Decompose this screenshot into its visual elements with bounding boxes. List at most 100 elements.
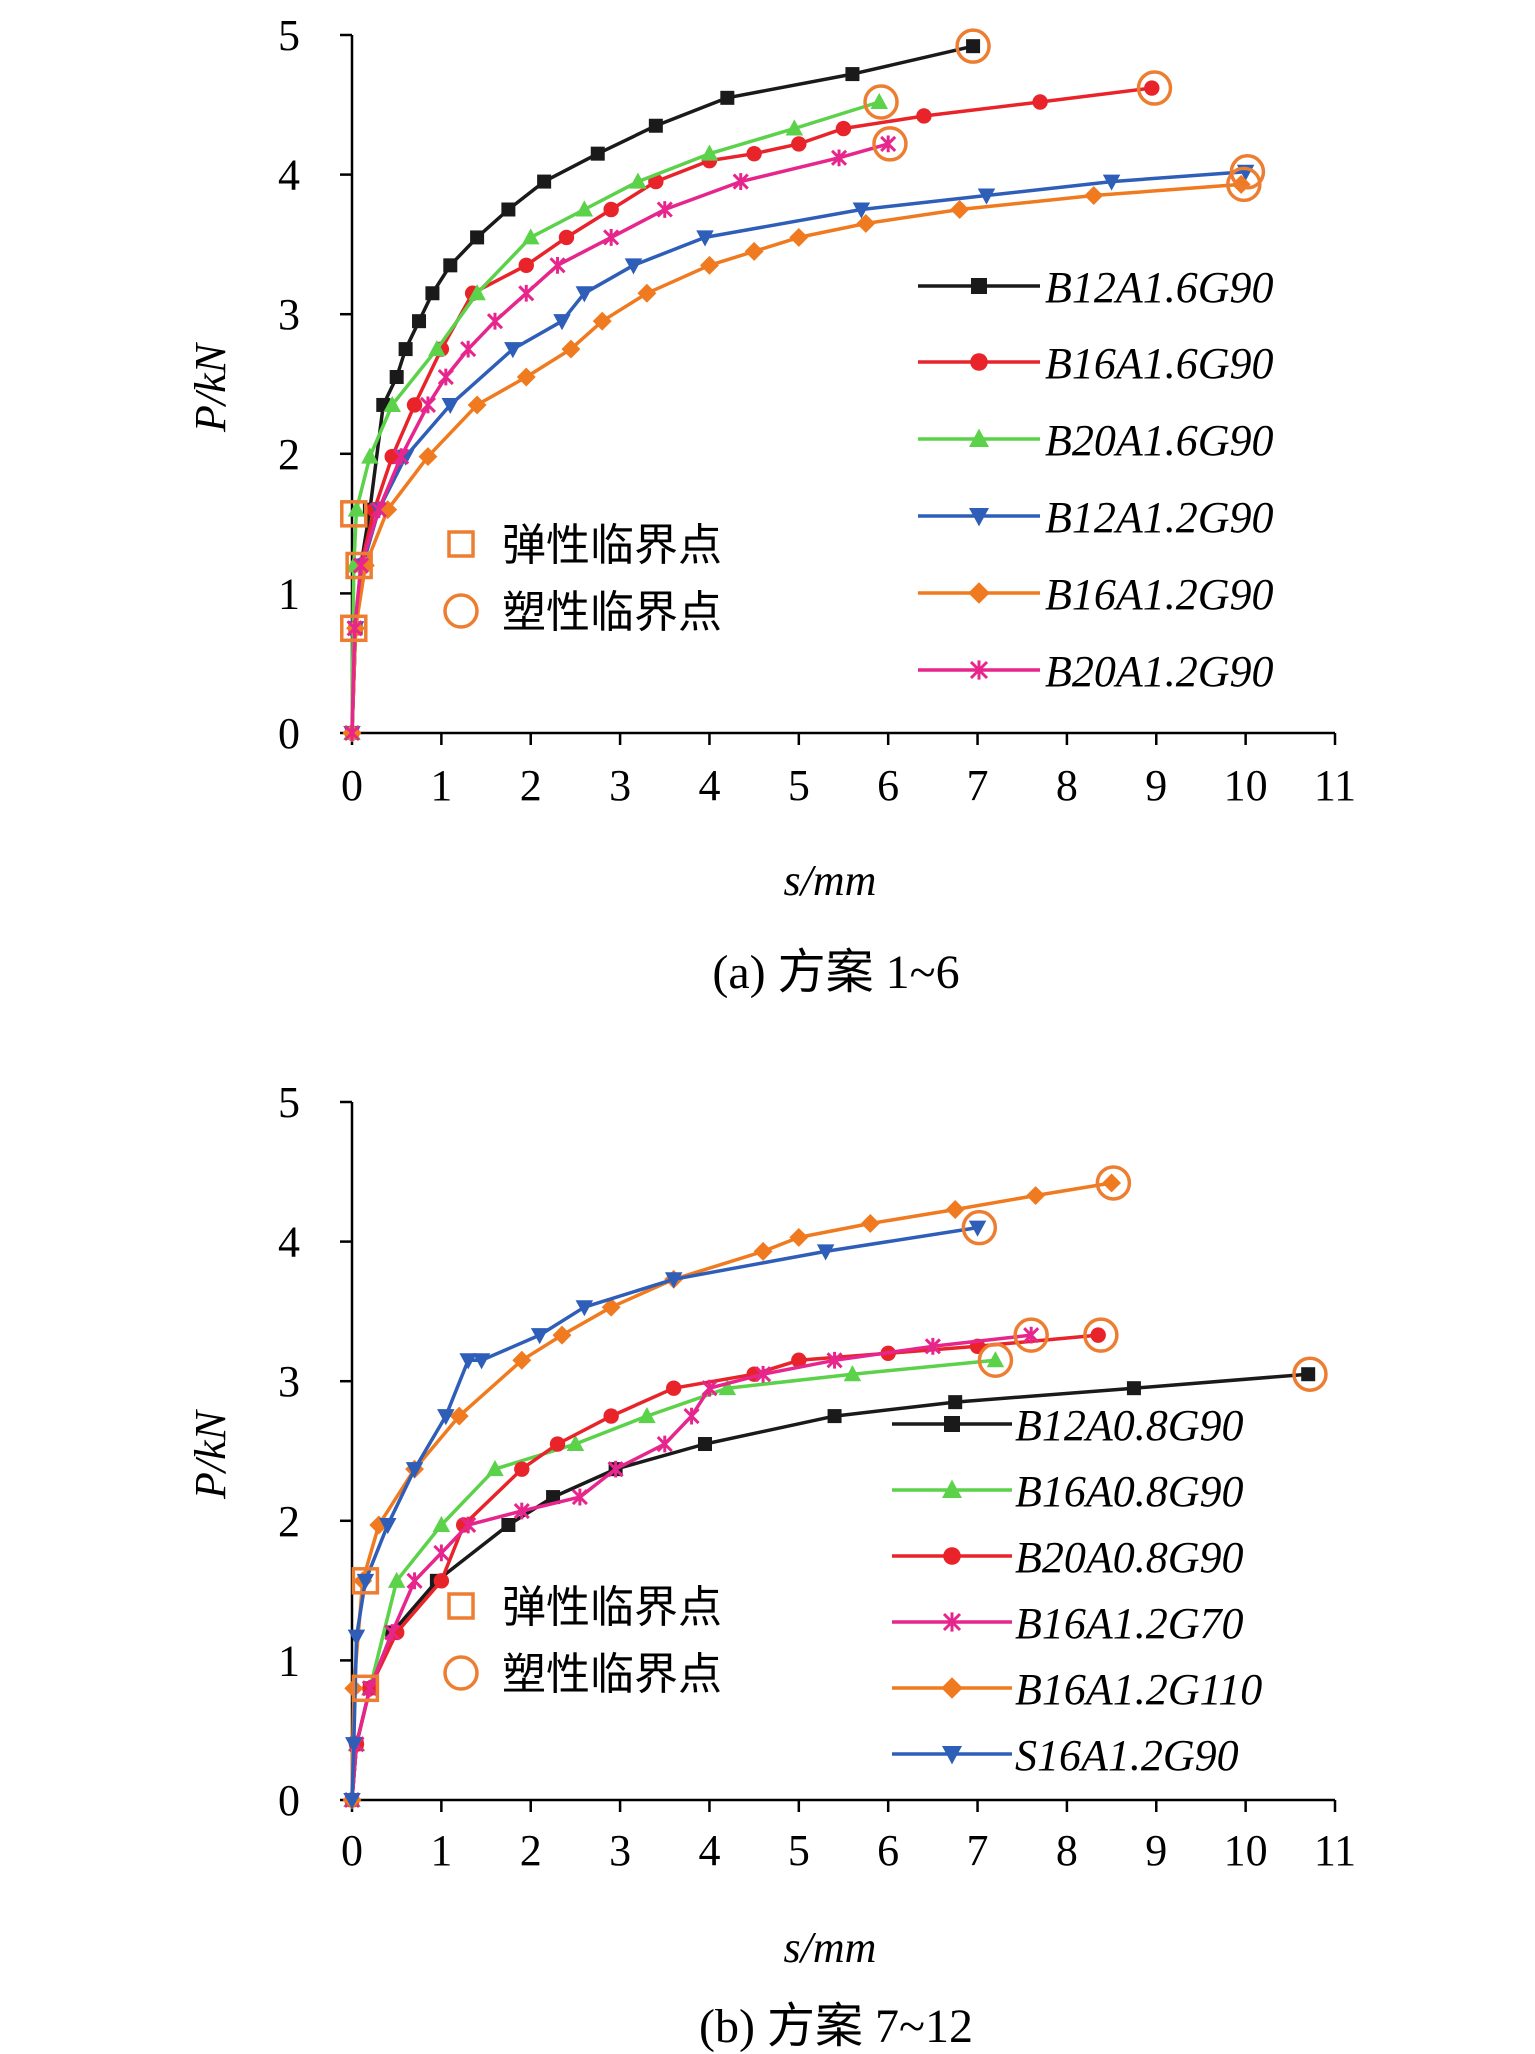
- triangle-up-marker: [638, 1407, 656, 1424]
- diamond-marker: [744, 241, 764, 261]
- x-tick-label: 4: [698, 1826, 720, 1875]
- x-tick-label: 2: [520, 1826, 542, 1875]
- diamond-marker: [950, 200, 970, 219]
- plastic-critical-point: [1083, 1317, 1119, 1353]
- triangle-up-marker: [361, 447, 379, 464]
- square-marker: [845, 67, 860, 82]
- triangle-up-marker: [383, 395, 401, 412]
- series-line: [350, 44, 974, 734]
- circle-marker: [970, 353, 988, 371]
- diamond-marker: [467, 395, 487, 415]
- legend-label: B16A1.2G70: [1015, 1599, 1244, 1648]
- square-marker: [966, 39, 981, 54]
- y-tick-label: 3: [278, 290, 300, 339]
- diamond-marker: [1026, 1186, 1046, 1205]
- elastic-critical-point: [351, 1567, 380, 1595]
- circle-marker: [943, 1547, 961, 1565]
- square-marker: [697, 1437, 712, 1452]
- square-marker: [412, 314, 427, 329]
- triangle-down-marker: [459, 1353, 477, 1370]
- x-tick-label: 8: [1056, 1826, 1078, 1875]
- triangle-up-marker: [387, 1571, 406, 1588]
- circle-marker: [518, 257, 534, 274]
- legend-label: B20A1.6G90: [1045, 416, 1274, 465]
- x-tick-label: 6: [877, 761, 899, 810]
- y-tick-label: 4: [278, 151, 300, 200]
- diamond-marker: [369, 1515, 389, 1535]
- asterisk-marker: [352, 557, 369, 574]
- chart-b-xlabel: s/mm: [784, 1923, 877, 1972]
- x-tick-label: 0: [341, 761, 363, 810]
- triangle-up-marker: [432, 1515, 451, 1532]
- asterisk-marker: [370, 501, 387, 519]
- marker-legend-label: 塑性临界点: [502, 588, 722, 637]
- asterisk-marker: [437, 368, 454, 386]
- x-tick-label: 7: [967, 1826, 989, 1875]
- x-tick-label: 3: [609, 761, 631, 810]
- diamond-marker: [941, 1677, 963, 1699]
- elastic-legend-symbol: [447, 530, 475, 558]
- plastic-critical-point: [872, 126, 908, 162]
- x-tick-label: 1: [430, 761, 452, 810]
- triangle-down-marker: [347, 1629, 366, 1646]
- legend-label: B16A1.2G90: [1045, 570, 1274, 619]
- asterisk-marker: [460, 1516, 477, 1534]
- diamond-marker: [552, 1325, 572, 1345]
- diamond-marker: [753, 1241, 773, 1261]
- square-marker: [537, 174, 552, 189]
- triangle-up-marker: [428, 340, 446, 357]
- diamond-marker: [860, 1214, 880, 1233]
- x-tick-label: 4: [698, 761, 720, 810]
- legend-label: B12A1.6G90: [1045, 263, 1274, 312]
- triangle-down-marker: [530, 1328, 549, 1345]
- series-B20A1.2G90: [343, 135, 1040, 742]
- diamond-marker: [1231, 174, 1251, 194]
- chart-a-caption: (a) 方案 1~6: [712, 946, 959, 999]
- square-marker: [948, 1395, 963, 1410]
- chart-a: 0 1 2 3 4 5 6 7 8 9 10 11 0 1 2 3 4 5: [278, 11, 1356, 810]
- series-line: [350, 1225, 978, 1801]
- diamond-marker: [945, 1200, 965, 1219]
- plastic-critical-point: [977, 1342, 1014, 1379]
- circle-marker: [558, 229, 575, 246]
- circle-marker: [1144, 80, 1160, 96]
- chart-a-xlabel: s/mm: [784, 856, 877, 905]
- triangle-up-marker: [785, 119, 804, 136]
- series-S16A1.2G90: [343, 1220, 1012, 1810]
- asterisk-marker: [433, 1544, 450, 1562]
- series-line: [350, 1181, 1112, 1801]
- legend-label: B16A0.8G90: [1015, 1467, 1244, 1516]
- asterisk-marker: [419, 396, 437, 414]
- y-tick-label: 1: [278, 569, 300, 618]
- diamond-marker: [1102, 1173, 1122, 1193]
- plastic-critical-point: [955, 28, 991, 64]
- elastic-critical-point: [340, 614, 368, 643]
- diamond-marker: [516, 367, 536, 387]
- y-tick-label: 5: [278, 11, 300, 60]
- asterisk-marker: [513, 1502, 530, 1520]
- diamond-marker: [700, 255, 719, 275]
- x-tick-label: 0: [341, 1826, 363, 1875]
- marker-legend-label: 塑性临界点: [502, 1650, 722, 1699]
- triangle-down-marker: [575, 1300, 594, 1317]
- asterisk-marker: [393, 448, 410, 465]
- circle-marker: [916, 108, 932, 124]
- asterisk-marker: [924, 1337, 941, 1355]
- y-tick-label: 0: [278, 709, 300, 758]
- series-line: [350, 142, 889, 734]
- diamond-marker: [789, 227, 809, 247]
- square-marker: [501, 202, 516, 217]
- asterisk-marker: [1023, 1326, 1040, 1344]
- triangle-up-marker: [566, 1434, 585, 1452]
- circle-marker: [666, 1380, 682, 1396]
- triangle-down-marker: [345, 1737, 363, 1754]
- y-tick-label: 0: [278, 1776, 300, 1825]
- asterisk-marker: [343, 724, 361, 742]
- square-marker: [501, 1517, 516, 1532]
- triangle-down-marker: [343, 1793, 361, 1810]
- asterisk-marker: [732, 173, 749, 190]
- y-tick-label: 2: [278, 430, 300, 479]
- chart-b-caption: (b) 方案 7~12: [699, 2000, 973, 2053]
- diamond-marker: [637, 283, 657, 303]
- plastic-critical-point: [1292, 1356, 1328, 1392]
